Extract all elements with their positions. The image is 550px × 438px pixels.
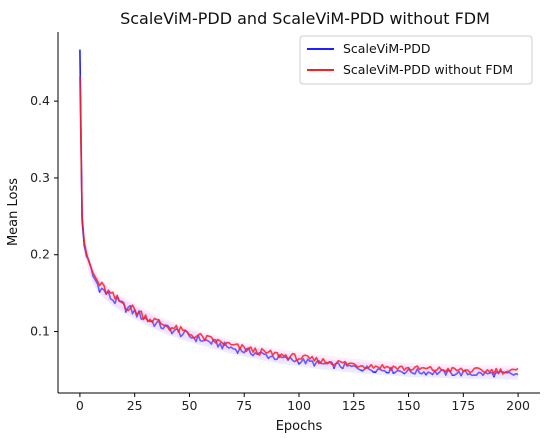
x-tick-label: 150 (397, 398, 421, 413)
plot-area (79, 37, 519, 380)
chart-title: ScaleViM-PDD and ScaleViM-PDD without FD… (120, 9, 490, 28)
legend-box (299, 35, 533, 85)
x-tick-label: 175 (451, 398, 475, 413)
x-tick-label: 50 (182, 398, 198, 413)
series-band-0 (79, 37, 519, 380)
y-axis-label: Mean Loss (6, 178, 21, 246)
legend: ScaleViM-PDD ScaleViM-PDD without FDM (299, 35, 533, 85)
x-tick-label: 125 (342, 398, 366, 413)
series-line-scalevim-pdd-without-fdm (79, 76, 519, 375)
y-tick-label: 0.4 (30, 93, 50, 108)
y-tick-label: 0.2 (30, 247, 50, 262)
x-tick-label: 200 (506, 398, 530, 413)
x-tick-label: 0 (76, 398, 84, 413)
x-axis-ticks: 0 25 50 75 100 125 150 175 200 (76, 393, 530, 413)
y-axis-ticks: 0.1 0.2 0.3 0.4 (30, 93, 58, 339)
x-tick-label: 75 (236, 398, 252, 413)
y-tick-label: 0.3 (30, 170, 50, 185)
x-tick-label: 100 (287, 398, 311, 413)
legend-label-scalevim-pdd-without-fdm: ScaleViM-PDD without FDM (343, 62, 513, 77)
x-tick-label: 25 (127, 398, 143, 413)
y-tick-label: 0.1 (30, 324, 50, 339)
x-axis-label: Epochs (276, 419, 323, 434)
legend-label-scalevim-pdd: ScaleViM-PDD (343, 41, 430, 56)
series-line-scalevim-pdd (79, 49, 519, 378)
series-band-1 (79, 65, 519, 377)
